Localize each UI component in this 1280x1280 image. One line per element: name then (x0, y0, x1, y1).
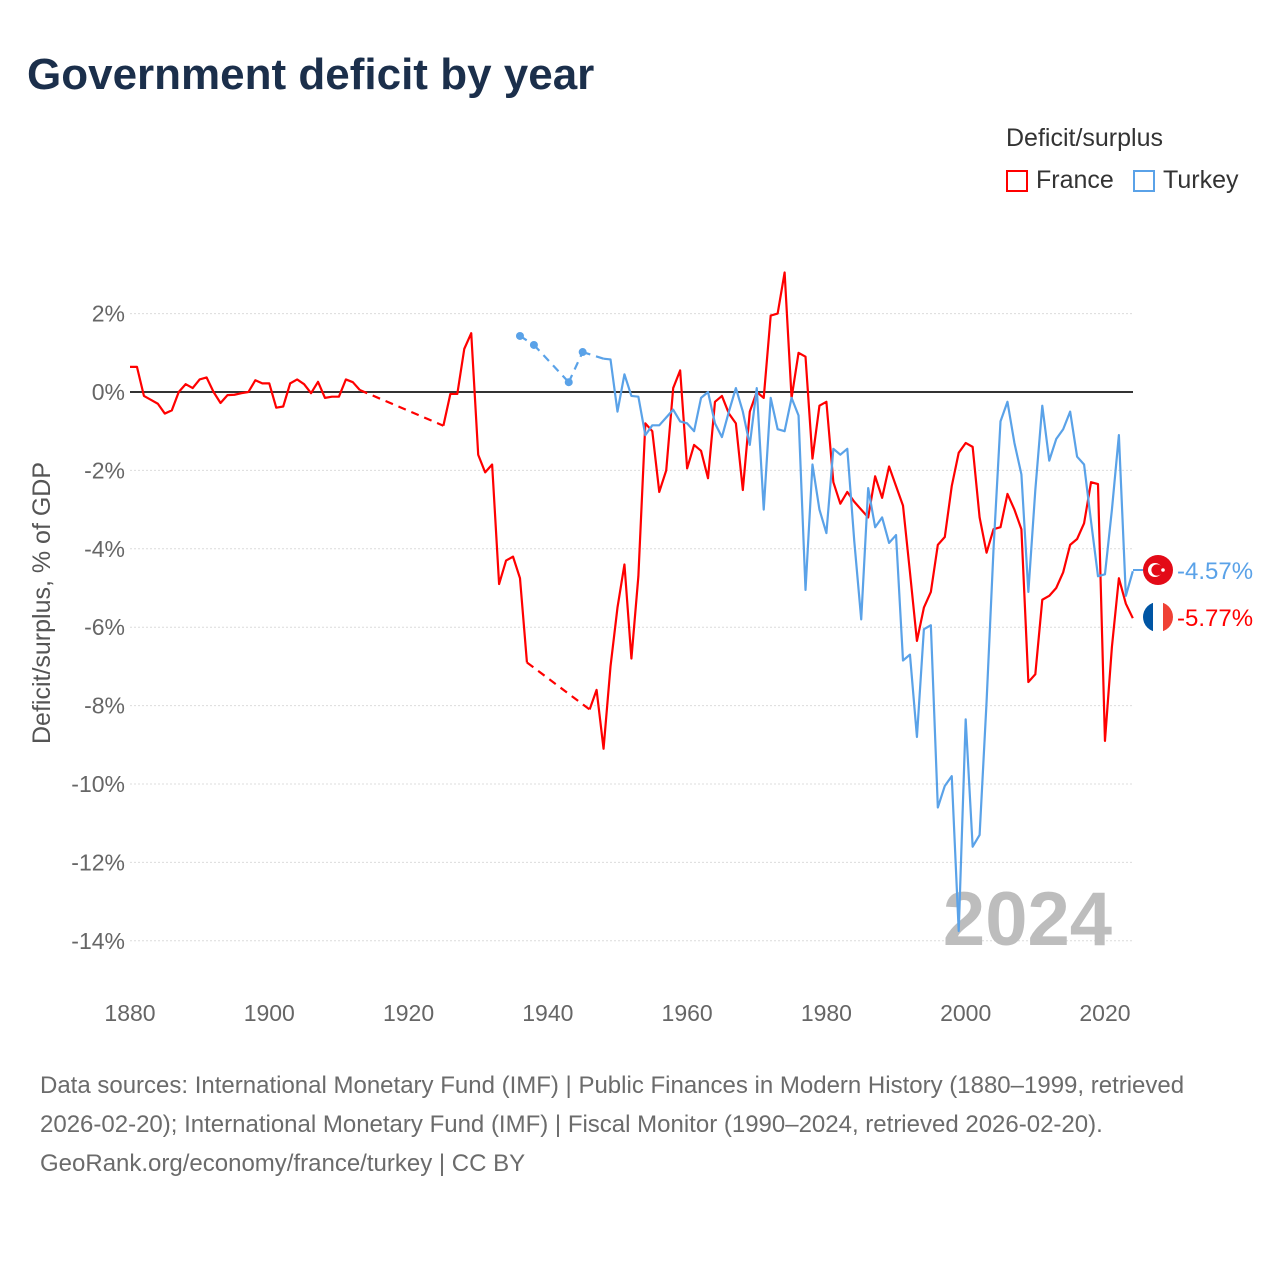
turkey-gap-segment (582, 350, 604, 360)
y-tick-label: 0% (92, 379, 125, 405)
series-lines (130, 271, 1134, 933)
x-tick-label: 1920 (383, 1000, 434, 1026)
footer: Data sources: International Monetary Fun… (40, 1066, 1240, 1183)
chart-title: Government deficit by year (27, 50, 595, 99)
grid-lines (130, 313, 1133, 942)
y-tick-label: -14% (71, 928, 125, 954)
x-tick-label: 2000 (940, 1000, 991, 1026)
x-tick-label: 2020 (1079, 1000, 1130, 1026)
y-axis-ticks: 2% 0% -2% -4% -6% -8% -10% -12% -14% (71, 301, 125, 954)
legend-item-france[interactable]: France (1006, 166, 1114, 195)
x-tick-label: 1880 (104, 1000, 155, 1026)
y-axis-label: Deficit/surplus, % of GDP (28, 462, 56, 744)
france-line (130, 271, 1134, 750)
turkey-gap-segment (519, 335, 535, 346)
turkey-line (603, 357, 1134, 933)
france-end-value: -5.77% (1177, 605, 1253, 632)
turkey-end-value: -4.57% (1177, 558, 1253, 585)
france-gap-segment (526, 661, 591, 711)
y-tick-label: 2% (92, 301, 125, 327)
chart-area: 2% 0% -2% -4% -6% -8% -10% -12% -14% 1880 1900 192… (28, 271, 1253, 1026)
y-tick-label: -12% (71, 849, 125, 875)
legend-item-turkey[interactable]: Turkey (1133, 166, 1238, 195)
y-tick-label: -6% (84, 614, 125, 640)
france-gap-segment (359, 389, 444, 427)
y-tick-label: -2% (84, 457, 125, 483)
y-tick-label: -8% (84, 693, 125, 719)
legend-title: Deficit/surplus (1006, 124, 1163, 152)
y-tick-label: -4% (84, 536, 125, 562)
france-flag-icon (1143, 602, 1173, 632)
x-tick-label: 1960 (662, 1000, 713, 1026)
end-labels: -4.57% -5.77% (1133, 555, 1253, 632)
credit-link[interactable]: GeoRank.org/economy/france/turkey | CC B… (40, 1150, 526, 1177)
turkey-gap-segment (567, 351, 584, 383)
x-tick-label: 1980 (801, 1000, 852, 1026)
legend-swatch-france (1006, 169, 1028, 192)
legend-label-turkey: Turkey (1163, 166, 1239, 194)
x-tick-label: 1940 (522, 1000, 573, 1026)
legend-swatch-turkey (1133, 169, 1155, 192)
turkey-gap-segment (533, 344, 570, 383)
x-tick-label: 1900 (244, 1000, 295, 1026)
y-tick-label: -10% (71, 771, 125, 797)
legend-label-france: France (1036, 166, 1114, 194)
year-watermark: 2024 (943, 877, 1112, 962)
x-axis-ticks: 1880 1900 1920 1940 1960 1980 2000 2020 (104, 1000, 1130, 1026)
data-sources: Data sources: International Monetary Fun… (40, 1072, 1185, 1138)
turkey-flag-icon (1143, 555, 1173, 585)
